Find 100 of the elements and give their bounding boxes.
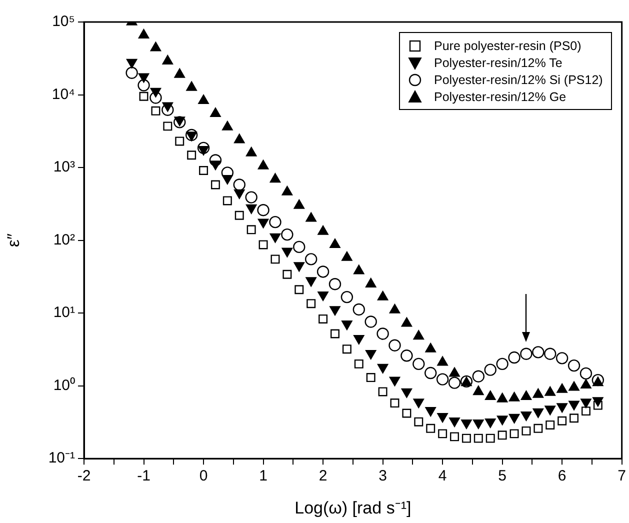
point	[426, 424, 436, 433]
point	[546, 420, 555, 430]
point	[210, 108, 221, 118]
point	[340, 290, 354, 304]
point	[175, 136, 184, 146]
point	[306, 212, 316, 222]
point	[401, 388, 412, 398]
point	[496, 358, 508, 370]
point	[270, 254, 280, 264]
point	[437, 413, 448, 423]
point	[162, 104, 174, 116]
point	[581, 406, 590, 416]
point	[520, 411, 532, 421]
point	[233, 178, 246, 191]
point	[568, 400, 580, 410]
point	[318, 225, 328, 235]
point	[532, 346, 544, 358]
point	[508, 414, 520, 424]
y-tick-label: 10⁴	[52, 86, 75, 103]
point	[366, 373, 376, 382]
point	[449, 418, 460, 427]
point	[342, 320, 352, 330]
point	[222, 120, 233, 130]
point	[580, 367, 592, 380]
point	[222, 196, 232, 206]
point	[257, 204, 270, 216]
point	[354, 264, 364, 274]
point	[376, 328, 389, 340]
point	[354, 334, 364, 344]
point	[139, 92, 148, 101]
point	[318, 314, 328, 324]
point	[342, 344, 352, 354]
point	[354, 359, 364, 368]
point	[400, 350, 413, 362]
point	[270, 173, 281, 183]
point	[187, 150, 196, 160]
y-tick-label: 10²	[53, 231, 75, 248]
y-tick-label: 10⁻¹	[48, 450, 75, 467]
point	[570, 414, 579, 423]
point	[282, 186, 293, 196]
point	[318, 291, 328, 301]
point	[246, 225, 256, 234]
x-tick-label: 6	[558, 468, 566, 485]
point	[199, 166, 208, 176]
legend-label: Polyester-resin/12% Si (PS12)	[434, 72, 603, 86]
point	[330, 238, 340, 248]
point	[402, 408, 412, 418]
point	[150, 92, 162, 104]
point	[520, 348, 532, 360]
point	[522, 426, 531, 436]
point	[281, 228, 294, 241]
point	[484, 418, 496, 428]
point	[365, 278, 376, 288]
y-tick-label: 10³	[53, 158, 75, 176]
point	[198, 94, 209, 104]
point	[496, 416, 508, 426]
point	[210, 180, 220, 190]
y-tick-label: 10¹	[53, 304, 75, 322]
point	[269, 216, 282, 228]
point	[245, 191, 258, 204]
point	[304, 253, 318, 266]
x-tick-label: 4	[438, 468, 447, 485]
point	[580, 398, 592, 408]
point	[462, 434, 471, 443]
y-axis-title: ε″	[4, 233, 23, 248]
point	[126, 66, 138, 79]
point	[234, 210, 244, 220]
point	[150, 42, 162, 52]
point	[246, 146, 257, 156]
point	[544, 406, 556, 416]
x-tick-label: -1	[137, 468, 150, 485]
point	[293, 240, 306, 254]
point	[472, 370, 485, 382]
point	[138, 79, 150, 92]
point	[498, 430, 507, 440]
x-tick-label: 1	[259, 468, 268, 485]
x-tick-label: 0	[199, 468, 208, 485]
point	[450, 432, 459, 442]
point	[473, 419, 484, 429]
point	[413, 398, 424, 408]
point	[294, 199, 304, 209]
point	[151, 106, 160, 116]
point	[258, 160, 269, 170]
point	[328, 278, 342, 290]
point	[388, 339, 401, 352]
point	[364, 316, 377, 328]
point	[424, 366, 437, 380]
point	[389, 376, 400, 386]
point	[246, 204, 257, 214]
point	[330, 306, 340, 316]
point	[378, 387, 388, 396]
point	[484, 364, 496, 376]
legend-label: Polyester-resin/12% Te	[434, 56, 562, 70]
point	[306, 277, 316, 287]
point	[234, 134, 245, 144]
point	[185, 128, 198, 142]
y-tick-label: 10⁵	[52, 13, 75, 30]
point	[294, 262, 304, 272]
x-tick-label: 2	[318, 468, 328, 485]
x-tick-label: -2	[77, 468, 91, 485]
